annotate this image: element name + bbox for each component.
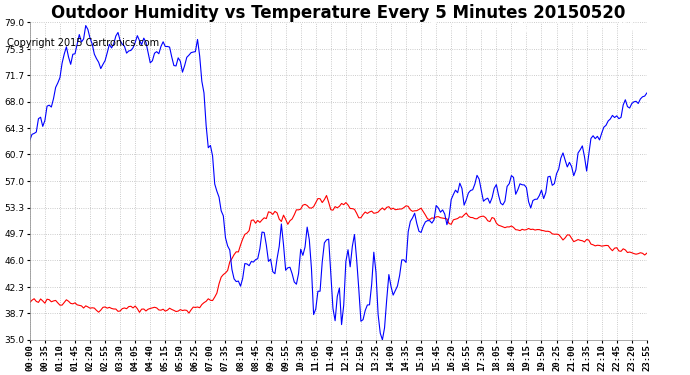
- Text: Temperature (°F): Temperature (°F): [430, 22, 529, 32]
- Text: Humidity  (%): Humidity (%): [555, 22, 635, 32]
- Title: Outdoor Humidity vs Temperature Every 5 Minutes 20150520: Outdoor Humidity vs Temperature Every 5 …: [51, 4, 626, 22]
- Text: Copyright 2015 Cartronics.com: Copyright 2015 Cartronics.com: [7, 38, 159, 48]
